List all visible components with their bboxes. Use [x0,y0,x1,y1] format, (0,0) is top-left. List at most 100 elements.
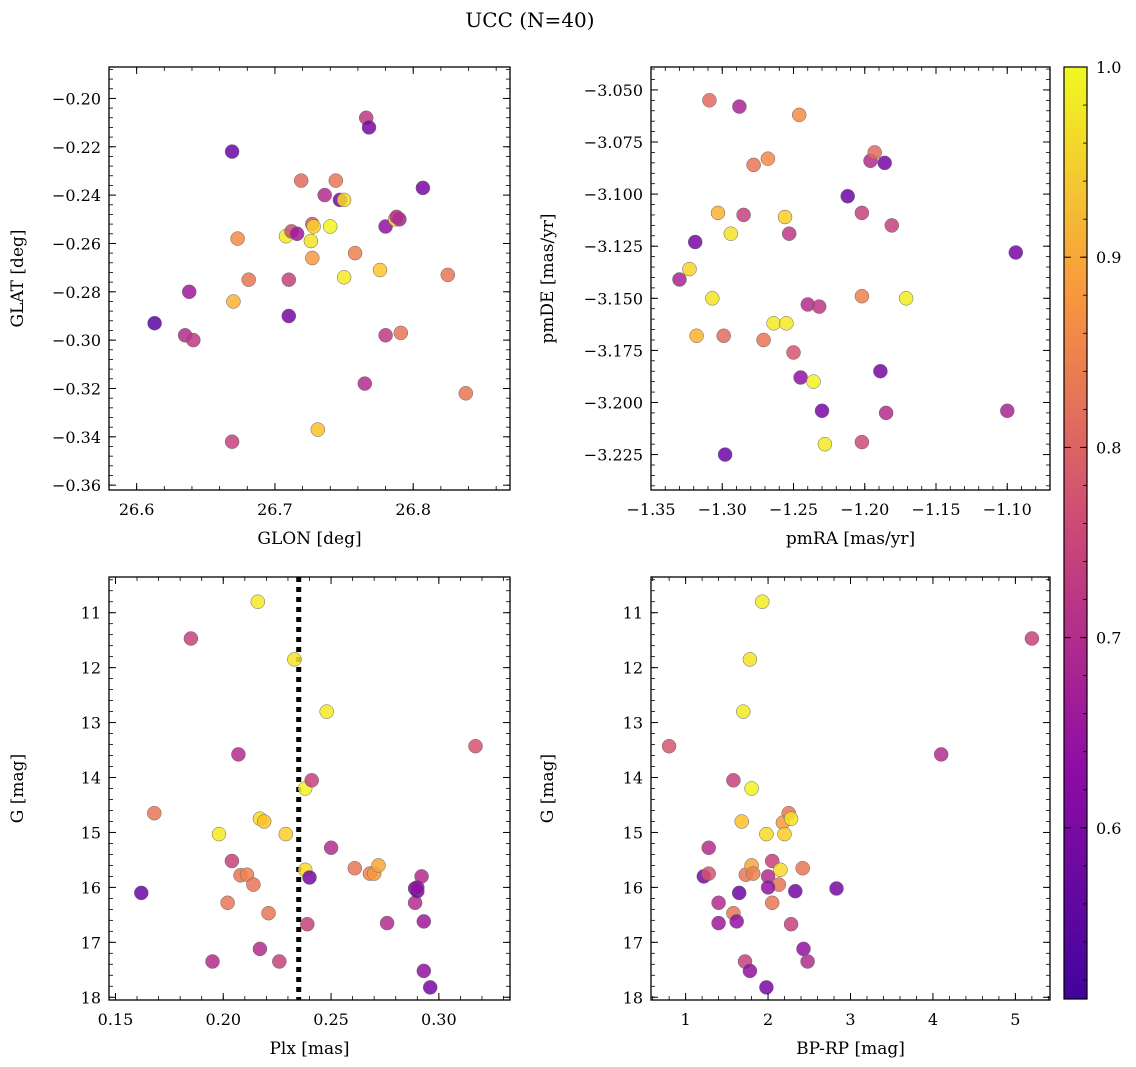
data-point [867,145,882,160]
data-point [372,262,388,278]
y-axis-label: G [mag] [538,754,558,823]
data-point [701,840,716,856]
data-point [371,858,386,873]
y-tick-label: −3.050 [584,81,643,100]
data-point [226,294,241,309]
data-point [731,885,747,901]
data-point [289,226,305,242]
data-point [230,231,245,246]
y-tick-label: −3.075 [584,133,643,152]
data-point [252,941,268,957]
data-point [711,895,726,911]
x-tick-label: 0.25 [313,1010,349,1029]
data-point [854,434,870,450]
y-tick-label: 11 [81,604,101,623]
data-point [877,155,892,171]
y-tick-label: 16 [81,878,101,897]
data-point [347,245,363,261]
data-point [800,954,815,969]
data-point [717,447,733,462]
axes-frame [108,66,511,491]
x-axis-label: pmRA [mas/yr] [786,529,915,549]
data-point [661,738,677,754]
data-point [742,963,758,979]
y-axis-label: pmDE [mas/yr] [538,213,558,343]
data-point [304,773,319,788]
y-axis-label: GLAT [deg] [8,229,28,327]
data-point [840,188,855,204]
y-tick-label: 14 [81,769,101,788]
y-tick-label: −3.225 [584,446,643,465]
data-point [817,436,833,452]
data-point [322,219,338,234]
data-point [726,773,741,788]
data-point [211,826,227,842]
y-tick-label: 13 [81,714,101,733]
data-point [261,905,276,921]
data-point [278,826,294,842]
x-axis-label: GLON [deg] [257,529,361,549]
data-point [319,704,334,719]
y-tick-label: −0.34 [52,428,101,447]
data-point [759,980,774,995]
data-point [281,272,297,287]
x-tick-label: −1.20 [840,500,889,519]
axes-frame [650,576,1051,1001]
data-point [302,870,317,885]
glon-glat-panel: 26.6 26.7 26.8 −0.36 −0.34 −0.32 −0.30 −0.28 −0.… [8,66,511,549]
x-tick-label: −1.15 [911,500,960,519]
data-point [357,376,373,391]
data-point [705,291,720,306]
data-point [323,840,339,856]
y-tick-label: −0.28 [52,283,101,302]
y-tick-label: 11 [623,604,643,623]
data-point [1008,245,1024,260]
data-point [458,386,474,401]
data-point [811,299,827,314]
data-point [766,316,781,331]
data-point [854,205,870,221]
y-tick-label: −0.32 [52,379,101,398]
pm-panel: −1.35 −1.30 −1.25 −1.20 −1.15 −1.10 −3.225 −3.2… [538,66,1051,549]
data-point [744,781,759,796]
y-tick-label: 16 [623,878,643,897]
data-point [745,866,761,881]
data-point [788,883,803,899]
data-point [672,272,687,287]
y-tick-label: 12 [623,659,643,678]
y-tick-label: 13 [623,714,643,733]
colorbar-tick-label: 1.0 [1096,58,1121,77]
colorbar-tick-label: 0.7 [1096,629,1121,648]
data-point [378,328,393,343]
y-tick-label: 14 [623,769,643,788]
data-point [224,434,240,449]
data-point [736,704,751,719]
data-point [224,144,240,159]
colorbar: 0.6 0.7 0.8 0.9 1.0 [1063,58,1121,1000]
data-point [224,853,240,869]
data-point [416,914,432,929]
data-point [416,963,432,979]
data-point [777,826,792,842]
y-tick-label: −0.20 [52,89,101,108]
data-point [410,880,425,895]
x-tick-label: 26.7 [257,500,293,519]
x-tick-label: −1.30 [698,500,747,519]
data-point [829,881,844,896]
y-tick-label: 18 [81,988,101,1007]
data-point [732,99,747,114]
y-tick-label: 15 [623,823,643,842]
data-point [701,866,716,881]
x-tick-label: 0.15 [98,1010,134,1029]
data-point [250,594,266,609]
data-point [786,345,801,360]
x-tick-label: −1.35 [626,500,675,519]
data-point [415,180,431,196]
data-point [795,860,810,876]
data-point [760,880,776,895]
data-point [734,814,749,829]
data-point [710,205,726,221]
data-point [687,234,703,250]
data-point [361,120,377,135]
x-tick-label: 5 [1010,1010,1020,1029]
